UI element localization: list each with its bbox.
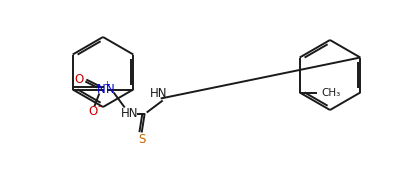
- Text: +: +: [103, 80, 110, 89]
- Text: CH₃: CH₃: [321, 88, 340, 97]
- Text: N: N: [106, 83, 115, 96]
- Text: HN: HN: [150, 87, 167, 100]
- Text: O: O: [88, 105, 98, 118]
- Text: N: N: [97, 83, 106, 96]
- Text: S: S: [138, 133, 145, 146]
- Text: -: -: [97, 102, 101, 111]
- Text: HN: HN: [121, 107, 138, 120]
- Text: O: O: [74, 73, 84, 86]
